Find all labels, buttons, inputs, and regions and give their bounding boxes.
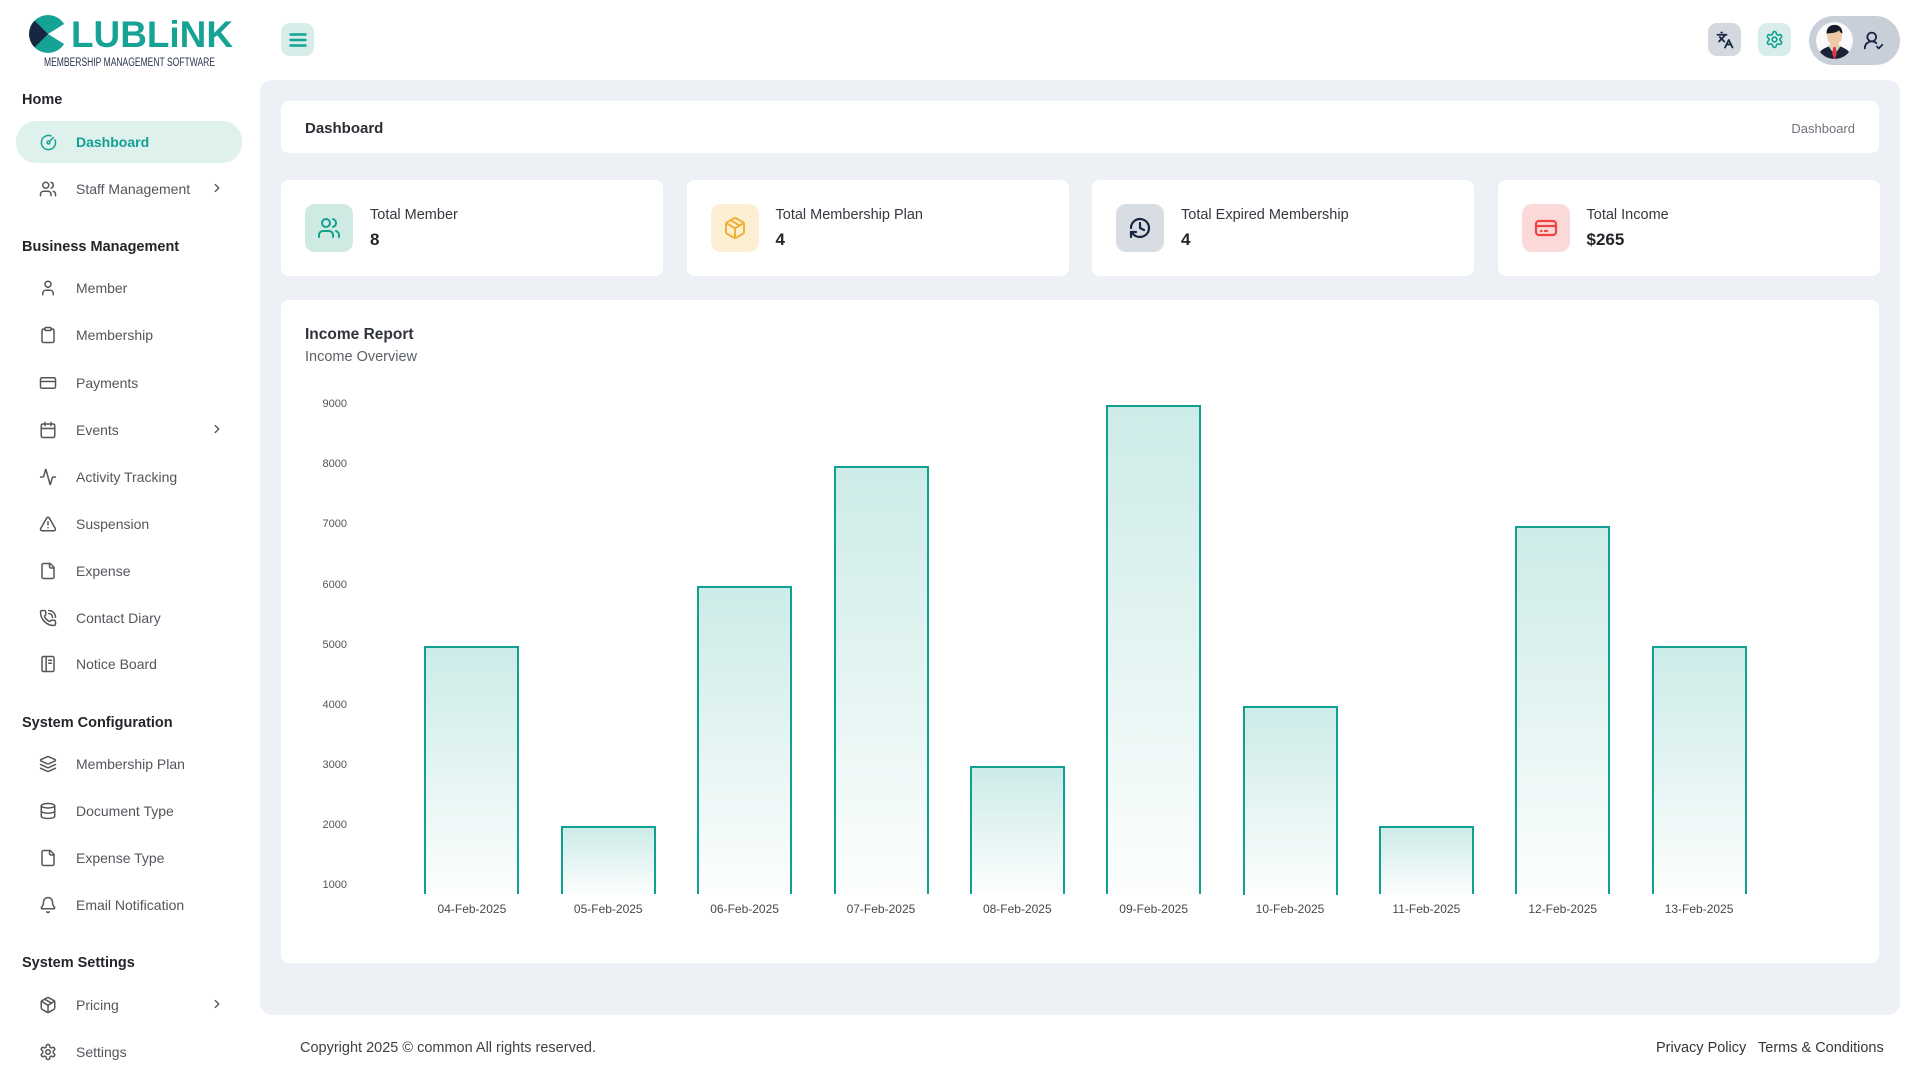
svg-text:MEMBERSHIP MANAGEMENT SOFTWARE: MEMBERSHIP MANAGEMENT SOFTWARE xyxy=(44,57,215,69)
svg-text:LUBLiNK: LUBLiNK xyxy=(71,14,233,55)
